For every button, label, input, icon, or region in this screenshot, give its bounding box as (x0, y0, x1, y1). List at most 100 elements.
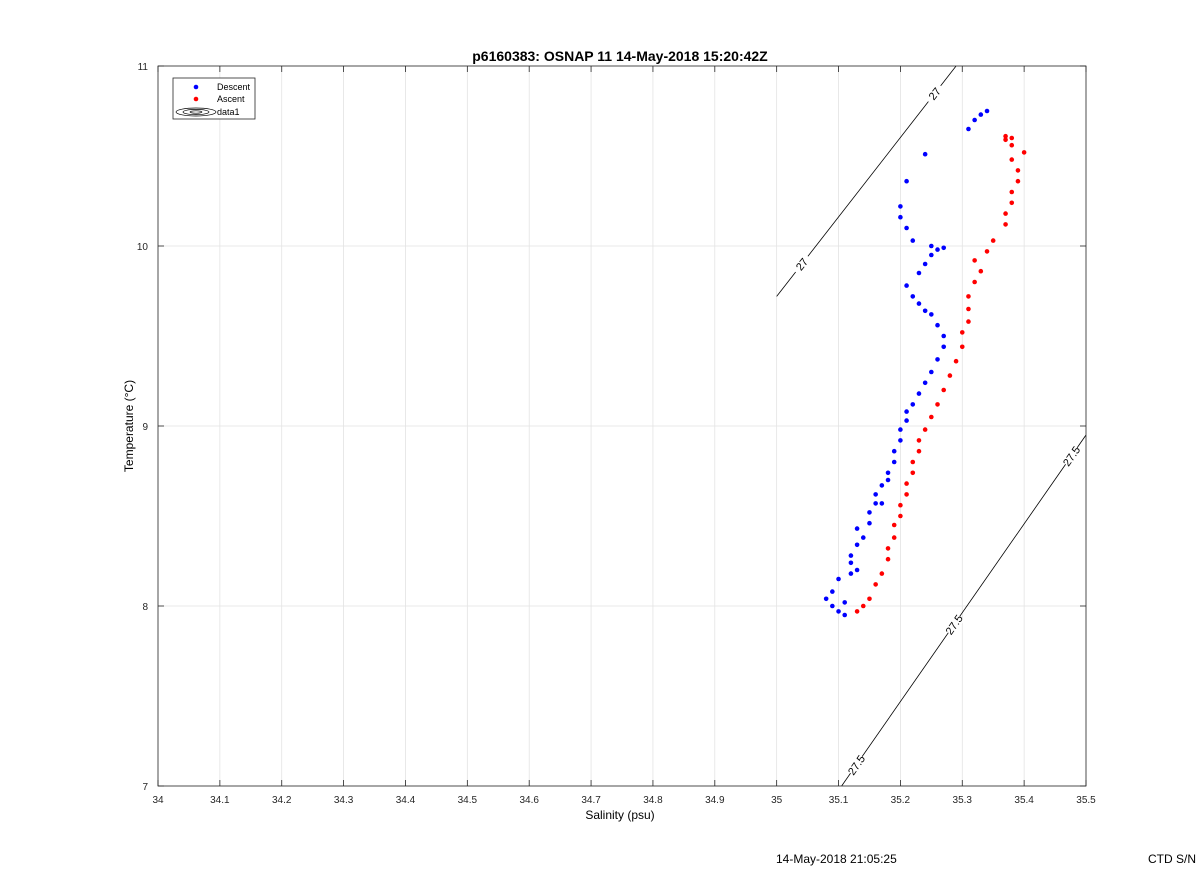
ascent-point (891, 522, 897, 528)
descent-point (972, 117, 977, 123)
y-tick-label: 10 (137, 242, 149, 253)
ascent-point (922, 427, 928, 432)
x-tick-label: 35 (771, 795, 783, 806)
ascent-point (1009, 200, 1015, 206)
descent-point (904, 418, 909, 423)
descent-point (935, 322, 940, 328)
descent-point (848, 553, 854, 558)
descent-point (929, 252, 934, 258)
descent-point (904, 283, 909, 288)
ascent-point (904, 492, 909, 497)
ascent-point (1003, 222, 1008, 227)
descent-point (891, 459, 897, 465)
isopycnal-label: 27 (794, 256, 811, 273)
ascent-point (898, 502, 903, 508)
x-tick-label: 34.5 (458, 795, 478, 806)
y-tick-label: 7 (142, 782, 148, 793)
descent-point (873, 501, 878, 506)
x-tick-label: 34.8 (643, 795, 663, 806)
descent-point (842, 612, 848, 618)
ascent-point (972, 279, 977, 285)
x-tick-label: 34.4 (396, 795, 416, 806)
descent-point (867, 510, 872, 515)
descent-point (904, 225, 909, 231)
ascent-point (1015, 168, 1021, 173)
descent-point (854, 567, 860, 573)
ascent-point (978, 268, 984, 274)
x-tick-label: 34 (152, 795, 164, 806)
ascent-point (1009, 189, 1015, 195)
descent-point (978, 112, 984, 117)
descent-point (879, 501, 885, 506)
descent-point (922, 380, 928, 386)
ascent-point (898, 513, 903, 519)
descent-point (848, 571, 854, 576)
descent-point (922, 261, 928, 267)
descent-point (984, 108, 990, 114)
chart-title: p6160383: OSNAP 11 14-May-2018 15:20:42Z (472, 48, 768, 64)
ascent-point (1003, 137, 1008, 143)
isopycnal-label: 27 (927, 86, 944, 103)
descent-point (929, 369, 934, 375)
ascent-point (1021, 150, 1027, 155)
descent-point (935, 247, 940, 252)
y-tick-label: 8 (142, 602, 148, 613)
x-tick-label: 34.7 (581, 795, 601, 806)
descent-point (935, 357, 940, 362)
ascent-point (854, 609, 860, 614)
ascent-point (891, 535, 897, 540)
descent-point (916, 270, 922, 276)
descent-point (904, 409, 909, 414)
descent-point (916, 391, 922, 396)
x-tick-label: 34.9 (705, 795, 725, 806)
ascent-point (1015, 178, 1021, 184)
isopycnal-label-bg (845, 753, 867, 777)
ascent-point (916, 448, 922, 454)
descent-point (941, 245, 947, 251)
descent-point (885, 477, 891, 483)
isopycnal-label-bg (923, 82, 946, 106)
x-axis-ticks: 34 34.1 34.2 34.3 34.4 34.5 34.6 34.7 34.8 34.9 35… (152, 66, 1096, 806)
descent-point (873, 492, 878, 497)
ascent-point (867, 596, 872, 602)
legend-box (172, 77, 256, 120)
isopycnal-line (841, 434, 1086, 786)
ascent-point (929, 414, 934, 420)
descent-point (879, 483, 885, 488)
ascent-point (959, 344, 965, 350)
descent-point (910, 402, 916, 407)
x-tick-label: 35.1 (829, 795, 849, 806)
x-tick-label: 35.4 (1014, 795, 1034, 806)
descent-point (867, 520, 872, 526)
x-tick-label: 34.3 (334, 795, 354, 806)
footer-timestamp: 14-May-2018 21:05:25 (776, 852, 897, 866)
ascent-point (910, 470, 916, 476)
x-tick-label: 35.2 (891, 795, 911, 806)
ascent-point (947, 373, 953, 378)
ascent-point (953, 358, 959, 364)
x-tick-label: 34.6 (519, 795, 539, 806)
descent-point (842, 600, 848, 605)
ascent-point (1009, 135, 1015, 141)
ascent-point (916, 438, 922, 443)
ascent-point (990, 238, 996, 243)
descent-point (836, 609, 841, 614)
y-tick-label: 11 (138, 62, 149, 73)
x-axis-label: Salinity (psu) (585, 808, 654, 822)
footer-serial: CTD S/N (1148, 852, 1196, 866)
ascent-point (972, 258, 977, 263)
ascent-point (885, 546, 891, 551)
ascent-point (966, 319, 971, 324)
y-tick-label: 9 (142, 422, 148, 433)
ascent-point (966, 294, 971, 299)
ascent-point (879, 571, 885, 576)
isopycnal-label-bg (943, 612, 965, 637)
isopycnal-label-bg (790, 252, 813, 276)
legend-descent-marker (193, 84, 199, 90)
data-points (823, 108, 1027, 618)
descent-point (848, 560, 854, 566)
descent-point (922, 151, 928, 157)
ascent-point (885, 556, 891, 562)
legend-contour-label: data1 (217, 107, 240, 117)
